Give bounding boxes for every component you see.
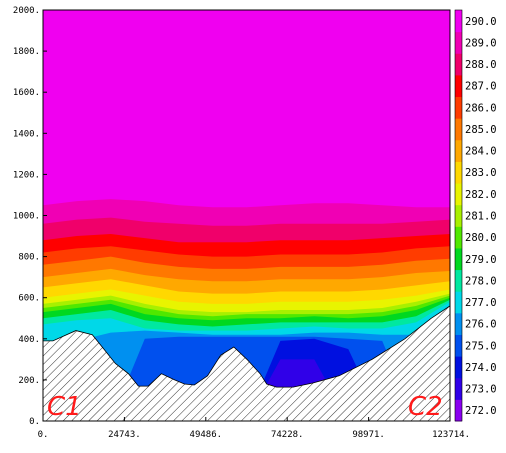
y-tick-label: 600. [18,294,40,304]
colorbar-swatch [455,53,462,76]
colorbar-swatch [455,226,462,249]
colorbar-swatch [455,247,462,271]
colorbar-label: 273.0 [465,384,497,396]
y-tick-label: 1000. [13,212,40,222]
colorbar-swatch [455,334,462,357]
colorbar-label: 285.0 [465,124,497,136]
colorbar-swatch [455,118,462,141]
colorbar-label: 289.0 [465,37,497,49]
colorbar-label: 272.0 [465,405,497,417]
x-tick-label: 0. [38,430,49,440]
colorbar-swatch [455,31,462,54]
axes: 0. 200. 400. 600. 800. 1000. 1200. 1400. 1600. 18… [13,6,470,440]
colorbar-label: 275.0 [465,340,497,352]
colorbar-swatch [455,291,462,314]
colorbar-swatch [455,74,462,98]
colorbar-swatch [455,96,462,119]
y-tick-label: 200. [18,376,40,386]
colorbar-label: 277.0 [465,297,497,309]
colorbar-swatch [455,183,462,206]
y-tick-label: 1200. [13,170,40,180]
colorbar-swatch [455,312,462,335]
colorbar-swatch [455,204,462,227]
y-tick-label: 1600. [13,88,40,98]
x-tick-label: 123714. [432,430,470,440]
colorbar: 272.0 273.0 274.0 275.0 276.0 277.0 278.0 279.0… [454,9,497,422]
terrain [42,305,451,422]
colorbar-label: 288.0 [465,59,497,71]
colorbar-label: 284.0 [465,146,497,158]
colorbar-swatch [455,161,462,184]
colorbar-label: 281.0 [465,211,497,223]
plot-area [42,10,451,422]
x-tick-label: 98971. [352,430,385,440]
colorbar-swatch [455,377,462,400]
corner-label-right: C2 [408,392,443,422]
colorbar-label: 290.0 [465,16,497,28]
corner-label-left: C1 [47,392,82,422]
colorbar-swatch [455,399,462,422]
y-tick-label: 0. [29,417,40,427]
colorbar-label: 278.0 [465,275,497,287]
colorbar-frame [454,9,463,422]
colorbar-label: 279.0 [465,254,497,266]
x-tick-label: 74228. [271,430,304,440]
colorbar-label: 286.0 [465,102,497,114]
colorbar-swatch [455,10,462,33]
colorbar-label: 282.0 [465,189,497,201]
y-tick-label: 1800. [13,47,40,57]
y-tick-label: 800. [18,253,40,263]
colorbar-label: 280.0 [465,232,497,244]
colorbar-swatch [455,356,462,379]
colorbar-swatch [455,269,462,292]
y-tick-label: 2000. [13,6,40,16]
x-tick-label: 24743. [108,430,141,440]
colorbar-label: 274.0 [465,362,497,374]
colorbar-label: 287.0 [465,81,497,93]
colorbar-label: 283.0 [465,167,497,179]
x-tick-label: 49486. [190,430,223,440]
y-tick-label: 1400. [13,129,40,139]
colorbar-label: 276.0 [465,319,497,331]
colorbar-swatch [455,139,462,162]
y-tick-label: 400. [18,335,40,345]
